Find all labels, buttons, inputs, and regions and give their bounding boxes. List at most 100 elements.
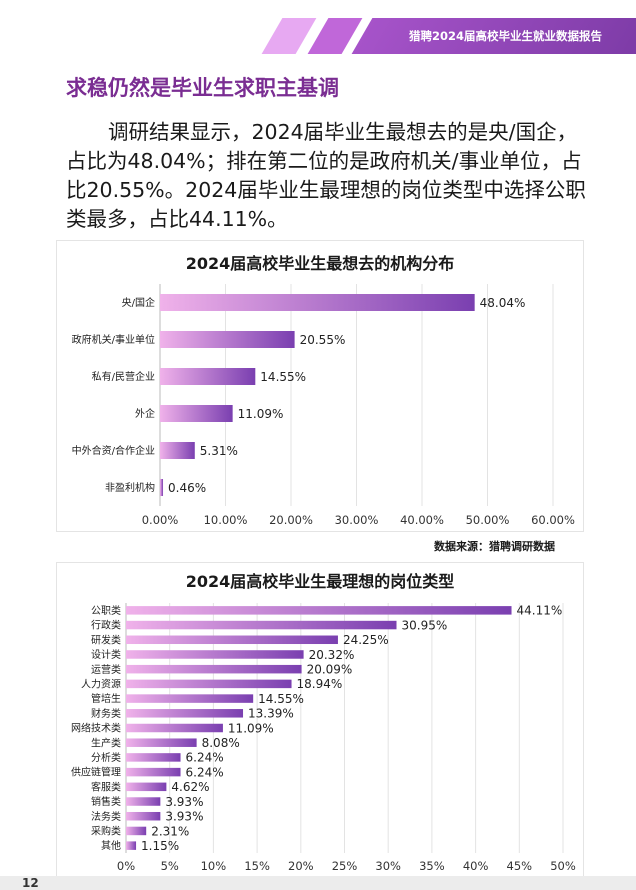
category-label: 运营类 (91, 663, 121, 676)
category-label: 政府机关/事业单位 (72, 333, 155, 346)
value-label: 8.08% (202, 736, 240, 750)
x-tick-label: 35% (419, 859, 445, 873)
category-label: 外企 (135, 407, 155, 420)
value-label: 13.39% (248, 707, 294, 721)
category-label: 中外合资/合作企业 (72, 444, 155, 457)
value-label: 2.31% (151, 824, 189, 838)
bar (126, 767, 181, 777)
value-label: 18.94% (297, 677, 343, 691)
category-label: 管培生 (91, 692, 121, 705)
report-title: 猎聘2024届高校毕业生就业数据报告 (408, 29, 602, 43)
x-tick-label: 20.00% (269, 513, 313, 527)
category-label: 法务类 (91, 810, 121, 823)
bar (126, 841, 137, 850)
value-label: 11.09% (238, 407, 284, 421)
category-label: 销售类 (91, 795, 121, 808)
category-label: 人力资源 (81, 677, 121, 690)
category-label: 公职类 (91, 604, 121, 617)
category-label: 采购类 (91, 825, 121, 838)
value-label: 20.09% (307, 662, 353, 676)
section-headline: 求稳仍然是毕业生求职主基调 (66, 76, 339, 100)
value-label: 14.55% (260, 370, 306, 384)
bar (126, 753, 181, 762)
x-tick-label: 60.00% (531, 513, 575, 527)
value-label: 0.46% (168, 481, 206, 495)
x-tick-label: 0.00% (142, 513, 179, 527)
value-label: 6.24% (186, 765, 224, 779)
x-tick-label: 10% (201, 859, 227, 873)
value-label: 3.93% (165, 810, 203, 824)
chart1-source: 数据来源：猎聘调研数据 (434, 540, 555, 553)
bar (126, 694, 254, 703)
bar (126, 606, 512, 615)
bar (126, 650, 304, 659)
value-label: 1.15% (141, 839, 179, 853)
chart-institution-distribution: 0.00% 10.00% 20.00% 30.00% 40.00% 50.00% 60.00… (72, 284, 575, 527)
value-label: 14.55% (258, 692, 304, 706)
category-label: 私有/民营企业 (92, 370, 155, 383)
chart-title: 2024届高校毕业生最理想的岗位类型 (185, 572, 455, 591)
value-label: 11.09% (228, 721, 274, 735)
chart-ideal-job-types: 0% 5% 10% 15% 20% 25% 30% 35% 40% 45% 50% 公职类 44.11%… (71, 603, 576, 873)
bar (126, 679, 292, 689)
chart-title: 2024届高校毕业生最想去的机构分布 (185, 254, 455, 273)
category-label: 生产类 (91, 736, 121, 749)
category-label: 行政类 (91, 619, 121, 632)
x-tick-label: 20% (288, 859, 314, 873)
x-tick-label: 15% (244, 859, 270, 873)
value-label: 44.11% (517, 604, 563, 618)
category-label: 其他 (101, 839, 121, 852)
body-paragraph: 调研结果显示，2024届毕业生最想去的是央/国企，占比为48.04%；排在第二位… (66, 120, 586, 231)
category-label: 非盈利机构 (105, 481, 155, 494)
category-label: 研发类 (91, 633, 121, 646)
value-label: 3.93% (165, 795, 203, 809)
bar (126, 797, 161, 806)
x-tick-label: 50.00% (466, 513, 510, 527)
bar (160, 331, 295, 348)
bar (126, 738, 197, 747)
bar (126, 664, 302, 674)
bar (126, 620, 397, 630)
value-label: 48.04% (480, 296, 526, 310)
page-number: 12 (22, 876, 39, 890)
bar (126, 811, 161, 821)
bar (160, 405, 233, 422)
x-tick-label: 25% (332, 859, 358, 873)
value-label: 4.62% (171, 780, 209, 794)
category-label: 央/国企 (122, 296, 155, 309)
x-tick-label: 5% (161, 859, 179, 873)
bar (126, 709, 244, 718)
x-tick-label: 30.00% (335, 513, 379, 527)
x-tick-label: 10.00% (204, 513, 248, 527)
x-tick-label: 45% (507, 859, 533, 873)
value-label: 30.95% (402, 618, 448, 632)
value-label: 20.55% (300, 333, 346, 347)
category-label: 设计类 (91, 648, 121, 661)
value-label: 6.24% (186, 751, 224, 765)
bar (160, 479, 164, 496)
bar (160, 294, 475, 311)
bar (126, 723, 223, 733)
value-label: 20.32% (309, 648, 355, 662)
x-tick-label: 0% (117, 859, 135, 873)
category-label: 客服类 (91, 780, 121, 793)
top-banner: 猎聘2024届高校毕业生就业数据报告 (0, 18, 636, 54)
bar (126, 635, 338, 645)
chart-job-type-box: 2024届高校毕业生最理想的岗位类型 0% 5% 10% 15% 20% 25% 30% 35… (56, 562, 584, 882)
bar (160, 368, 256, 385)
bar (126, 826, 147, 836)
category-label: 供应链管理 (71, 766, 121, 779)
value-label: 5.31% (200, 444, 238, 458)
chart-institution-box: 2024届高校毕业生最想去的机构分布 0.00% 10.00% 20.00% 30.0… (56, 240, 584, 532)
x-tick-label: 30% (375, 859, 401, 873)
x-tick-label: 40.00% (400, 513, 444, 527)
x-tick-label: 40% (463, 859, 489, 873)
category-label: 财务类 (91, 707, 121, 720)
x-tick-label: 50% (550, 859, 576, 873)
category-label: 分析类 (91, 751, 121, 764)
bar (126, 782, 167, 792)
bar (160, 442, 195, 459)
category-label: 网络技术类 (71, 722, 121, 735)
value-label: 24.25% (343, 633, 389, 647)
banner-stripe-light (261, 18, 317, 54)
